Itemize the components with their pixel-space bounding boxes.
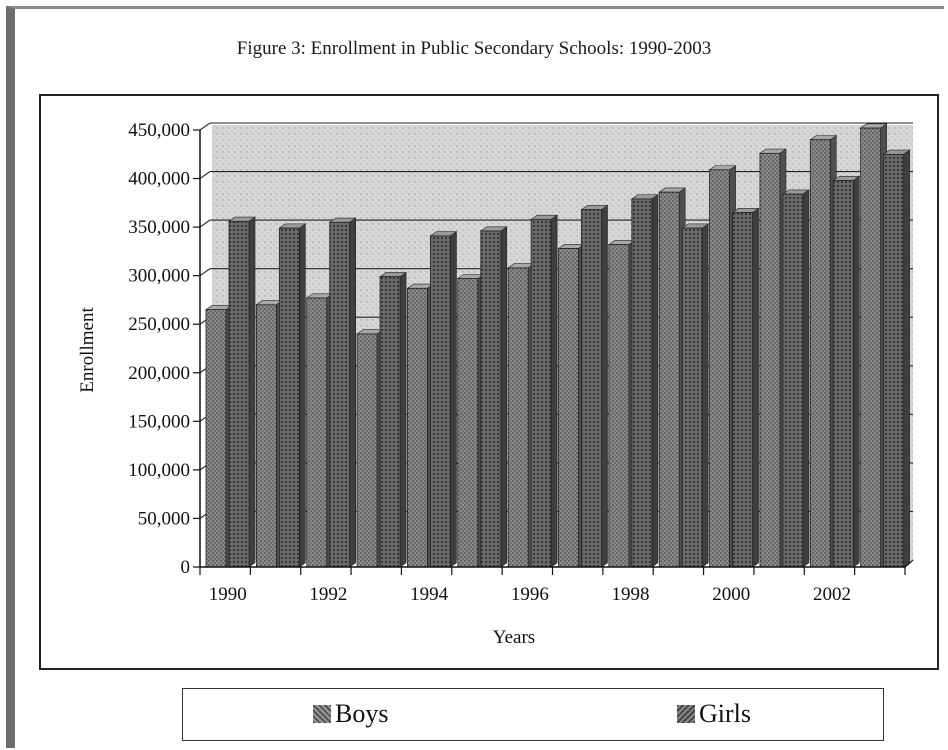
x-tick-label: 1994 <box>410 584 449 605</box>
x-tick-label: 2002 <box>813 584 851 605</box>
y-tick-label: 450,000 <box>128 120 190 141</box>
page-frame <box>6 6 944 748</box>
gridline <box>199 122 913 131</box>
bar-girls-2002 <box>832 175 861 568</box>
y-tick-label: 100,000 <box>128 460 190 481</box>
bar-girls-1997 <box>580 204 609 568</box>
y-axis-title: Enrollment <box>77 307 98 393</box>
x-tick-label: 1998 <box>612 584 650 605</box>
bar-boys-1997 <box>557 243 586 568</box>
x-tick-label: 1992 <box>309 584 347 605</box>
bar-boys-1993 <box>356 329 385 568</box>
floor-edge <box>904 559 914 568</box>
bar-girls-1995 <box>479 226 508 568</box>
bar-girls-2003 <box>882 149 911 568</box>
bar-girls-1993 <box>379 271 408 568</box>
bar-boys-1994 <box>406 283 435 568</box>
bar-boys-2000 <box>708 165 737 568</box>
y-tick-label: 350,000 <box>128 217 190 238</box>
y-ticks: 0 50,000 100,000 150,000 200,000 250,000 300,0… <box>128 120 200 578</box>
y-tick-label: 50,000 <box>138 508 190 529</box>
y-tick-label: 300,000 <box>128 266 190 287</box>
y-tick-label: 200,000 <box>128 363 190 384</box>
bar-boys-1991 <box>255 300 284 568</box>
bar-boys-1990 <box>205 304 233 568</box>
bar-boys-2001 <box>758 148 787 568</box>
bar-boys-2002 <box>809 134 838 568</box>
legend-label-boys: Boys <box>335 699 389 728</box>
bar-girls-2001 <box>781 189 810 568</box>
x-ticks: 1990 1992 1994 1996 1998 2000 2002 <box>199 567 906 605</box>
bar-girls-1994 <box>429 231 458 568</box>
y-tick-label: 250,000 <box>128 314 190 335</box>
y-tick-label: 400,000 <box>128 169 190 190</box>
bar-boys-1998 <box>607 239 636 568</box>
bar-boys-1992 <box>305 293 334 568</box>
bar-girls-1990 <box>228 216 256 568</box>
legend: Boys Girls <box>182 688 884 741</box>
bars <box>205 123 911 568</box>
bar-boys-1996 <box>507 263 536 568</box>
bar-girls-1996 <box>530 214 559 568</box>
bar-girls-1992 <box>328 217 357 568</box>
legend-item-boys: Boys <box>313 699 388 729</box>
bar-boys-1999 <box>658 187 687 568</box>
legend-item-girls: Girls <box>677 699 751 729</box>
chart-frame <box>39 94 939 670</box>
bar-girls-1991 <box>278 223 307 568</box>
x-tick-label: 1996 <box>511 584 549 605</box>
bar-girls-1998 <box>630 194 659 568</box>
bar-boys-1995 <box>456 273 485 568</box>
bar-boys-2003 <box>859 123 888 568</box>
y-tick-label: 0 <box>181 557 191 578</box>
legend-swatch-boys <box>313 705 331 723</box>
legend-label-girls: Girls <box>699 699 751 728</box>
x-tick-label: 1990 <box>209 584 247 605</box>
chart-title: Figure 3: Enrollment in Public Secondary… <box>236 38 712 59</box>
x-tick-label: 2000 <box>712 584 750 605</box>
y-tick-label: 150,000 <box>128 411 190 432</box>
legend-swatch-girls <box>677 705 695 723</box>
bar-girls-2000 <box>731 207 760 568</box>
gridline <box>199 171 913 180</box>
bar-girls-1999 <box>681 223 710 568</box>
x-axis-title: Years <box>493 627 535 648</box>
